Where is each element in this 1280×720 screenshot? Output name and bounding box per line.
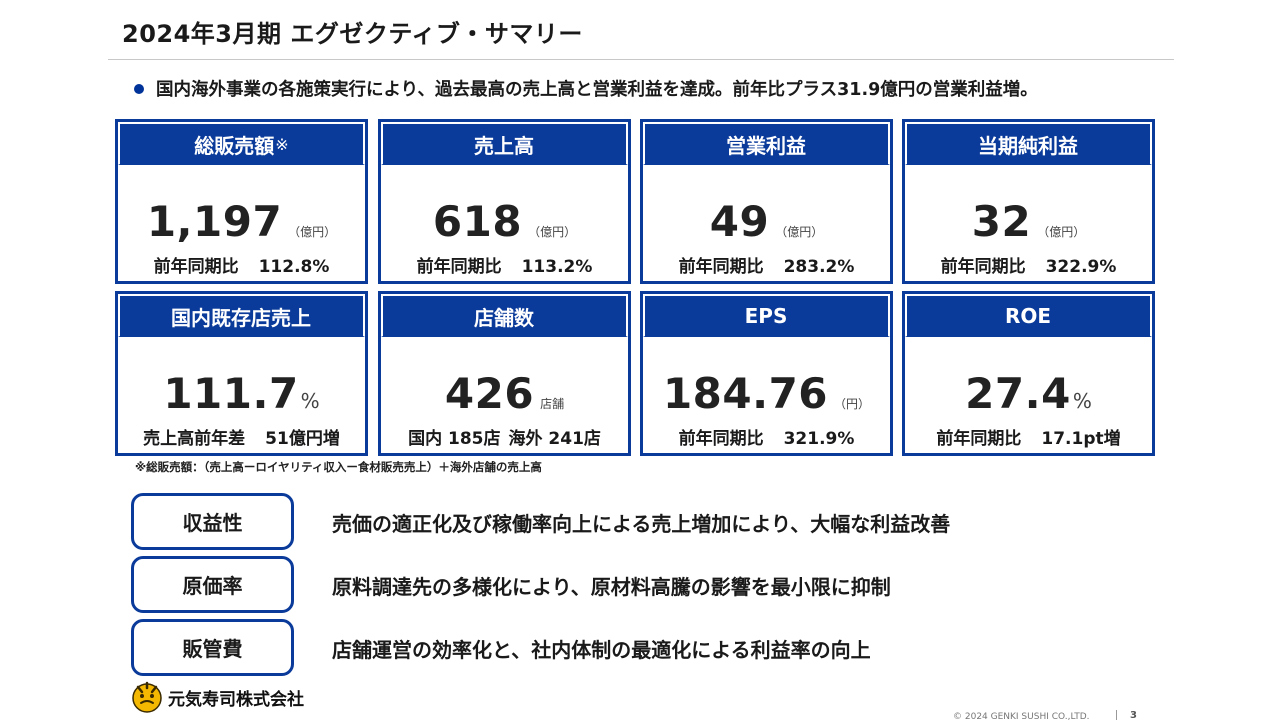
title-divider <box>108 59 1174 60</box>
point-label-cost-ratio: 原価率 <box>131 556 294 613</box>
page-title: 2024年3月期 エグゼクティブ・サマリー <box>122 20 583 48</box>
kpi-card-header: EPS <box>643 294 890 337</box>
summary-bullet: 国内海外事業の各施策実行により、過去最高の売上高と営業利益を達成。前年比プラス3… <box>134 76 1038 101</box>
kpi-card-operating-profit: 営業利益 49 （億円） 前年同期比 283.2% <box>640 119 893 284</box>
kpi-card-header: 国内既存店売上 <box>118 294 365 337</box>
kpi-unit: （億円） <box>288 225 337 239</box>
point-label-profitability: 収益性 <box>131 493 294 550</box>
kpi-comparison: 売上高前年差 51億円増 <box>143 429 340 449</box>
kpi-card-revenue: 売上高 618 （億円） 前年同期比 113.2% <box>378 119 631 284</box>
kpi-value: 111.7 <box>163 369 299 418</box>
kpi-card-domestic-same-store-sales: 国内既存店売上 111.7% 売上高前年差 51億円増 <box>115 291 368 456</box>
kpi-value: 49 <box>709 197 770 246</box>
kpi-card-header: 店舗数 <box>381 294 628 337</box>
company-logo: 元気寿司株式会社 <box>130 680 304 714</box>
company-name: 元気寿司株式会社 <box>168 689 304 710</box>
kpi-card-store-count: 店舗数 426 店舗 国内 185店 海外 241店 <box>378 291 631 456</box>
summary-text: 国内海外事業の各施策実行により、過去最高の売上高と営業利益を達成。前年比プラス3… <box>156 80 1038 100</box>
kpi-value: 184.76 <box>662 369 829 418</box>
kpi-card-eps: EPS 184.76 （円） 前年同期比 321.9% <box>640 291 893 456</box>
kpi-card-header: 営業利益 <box>643 122 890 165</box>
kpi-value: 1,197 <box>146 197 283 246</box>
kpi-card-roe: ROE 27.4% 前年同期比 17.1pt増 <box>902 291 1155 456</box>
kpi-card-header: 売上高 <box>381 122 628 165</box>
page-number: 3 <box>1130 710 1137 720</box>
kpi-unit: % <box>1072 389 1092 413</box>
kpi-value: 32 <box>971 197 1032 246</box>
point-text-cost-ratio: 原料調達先の多様化により、原材料高騰の影響を最小限に抑制 <box>332 575 891 599</box>
kpi-unit: （億円） <box>1037 225 1086 239</box>
point-text-sga: 店舗運営の効率化と、社内体制の最適化による利益率の向上 <box>332 638 871 662</box>
kpi-value: 618 <box>432 197 523 246</box>
kpi-card-header: ROE <box>905 294 1152 337</box>
kpi-unit: （億円） <box>775 225 824 239</box>
kpi-value: 426 <box>444 369 535 418</box>
kpi-unit: 店舗 <box>540 397 565 411</box>
kpi-card-gross-sales: 総販売額 ※ 1,197 （億円） 前年同期比 112.8% <box>115 119 368 284</box>
kpi-comparison: 前年同期比 283.2% <box>678 257 855 277</box>
point-text-profitability: 売価の適正化及び稼働率向上による売上増加により、大幅な利益改善 <box>332 512 951 536</box>
kpi-comparison: 前年同期比 113.2% <box>416 257 593 277</box>
copyright: © 2024 GENKI SUSHI CO.,LTD. <box>953 712 1090 720</box>
page-number-divider <box>1116 710 1117 720</box>
kpi-value: 27.4 <box>965 369 1071 418</box>
kpi-comparison: 前年同期比 322.9% <box>940 257 1117 277</box>
footnote: ※総販売額：（売上高ーロイヤリティ収入ー食材販売売上）＋海外店舗の売上高 <box>135 460 542 474</box>
kpi-comparison: 国内 185店 海外 241店 <box>408 429 601 449</box>
kpi-card-header: 総販売額 ※ <box>118 122 365 165</box>
kpi-comparison: 前年同期比 17.1pt増 <box>936 429 1121 449</box>
point-label-sga: 販管費 <box>131 619 294 676</box>
kpi-comparison: 前年同期比 321.9% <box>678 429 855 449</box>
kpi-unit: （億円） <box>528 225 577 239</box>
kpi-card-header: 当期純利益 <box>905 122 1152 165</box>
footnote-mark: ※ <box>275 134 289 154</box>
kpi-unit: （円） <box>834 397 871 411</box>
kpi-unit: % <box>300 389 320 413</box>
kpi-card-net-income: 当期純利益 32 （億円） 前年同期比 322.9% <box>902 119 1155 284</box>
kpi-comparison: 前年同期比 112.8% <box>153 257 330 277</box>
genki-sushi-logo-icon <box>132 681 162 713</box>
bullet-dot-icon <box>134 83 144 94</box>
